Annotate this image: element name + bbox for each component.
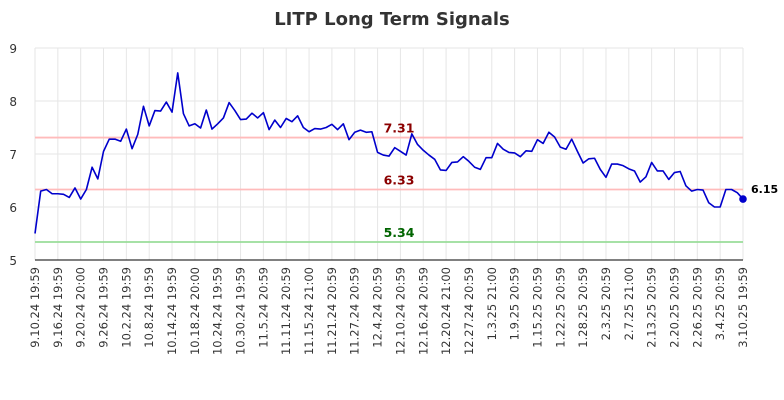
grid-layer: [34, 47, 744, 261]
x-tick-label: 12.16.24 20:59: [416, 267, 430, 355]
x-tick-label: 11.21.24 20:59: [325, 267, 339, 355]
x-tick-label: 9.26.24 19:59: [97, 267, 111, 348]
y-tick-label: 5: [9, 254, 17, 268]
x-tick-label: 11.15.24 21:00: [302, 267, 316, 355]
x-tick-label: 12.10.24 20:59: [393, 267, 407, 355]
signal-label: 6.33: [384, 173, 415, 188]
y-tick-label: 6: [9, 201, 17, 215]
x-tick-label: 9.20.24 20:00: [74, 267, 88, 348]
x-tick-label: 10.8.24 19:59: [142, 267, 156, 348]
series-layer: 6.15: [34, 72, 778, 234]
signal-label: 5.34: [384, 225, 415, 240]
x-tick-label: 3.10.25 19:59: [736, 267, 750, 348]
x-tick-label: 11.5.24 20:59: [256, 267, 270, 348]
x-tick-label: 2.7.25 21:00: [622, 267, 636, 340]
last-point-marker: [739, 195, 747, 203]
signal-label: 7.31: [384, 121, 415, 136]
x-tick-label: 12.27.24 20:59: [462, 267, 476, 355]
x-tick-label: 12.4.24 20:59: [371, 267, 385, 348]
x-tick-label: 12.20.24 21:00: [439, 267, 453, 355]
x-tick-label: 10.18.24 20:00: [188, 267, 202, 355]
x-tick-label: 10.24.24 19:59: [211, 267, 225, 355]
x-tick-label: 2.26.25 20:59: [690, 267, 704, 348]
x-tick-label: 11.27.24 20:59: [348, 267, 362, 355]
x-tick-label: 1.22.25 20:59: [553, 267, 567, 348]
x-tick-label: 2.3.25 20:59: [599, 267, 613, 340]
chart-title: LITP Long Term Signals: [274, 9, 510, 30]
x-tick-label: 2.20.25 20:59: [667, 267, 681, 348]
x-tick-label: 3.4.25 20:59: [713, 267, 727, 340]
x-tick-label: 10.14.24 19:59: [165, 267, 179, 355]
x-tick-label: 1.9.25 20:59: [508, 267, 522, 340]
series-line: [34, 72, 744, 234]
y-tick-label: 9: [9, 42, 17, 56]
x-tick-label: 1.15.25 20:59: [530, 267, 544, 348]
x-tick-label: 10.2.24 19:59: [119, 267, 133, 348]
last-point-label: 6.15: [751, 183, 778, 196]
x-tick-label: 11.11.24 20:59: [279, 267, 293, 355]
y-tick-label: 7: [9, 148, 17, 162]
x-tick-label: 2.13.25 20:59: [645, 267, 659, 348]
x-tick-label: 9.16.24 19:59: [51, 267, 65, 348]
signal-lines: 7.31 6.33 5.34: [35, 121, 743, 243]
x-tick-label: 1.28.25 20:59: [576, 267, 590, 348]
x-tick-label: 9.10.24 19:59: [28, 267, 42, 348]
x-tick-label: 1.3.25 21:00: [485, 267, 499, 340]
axis-layer: 5 6 7 8 9 9.10.24 19:59 9.16.24 19:59 9.20.24 2…: [9, 42, 750, 355]
x-tick-label: 10.30.24 19:59: [234, 267, 248, 355]
y-tick-label: 8: [9, 95, 17, 109]
